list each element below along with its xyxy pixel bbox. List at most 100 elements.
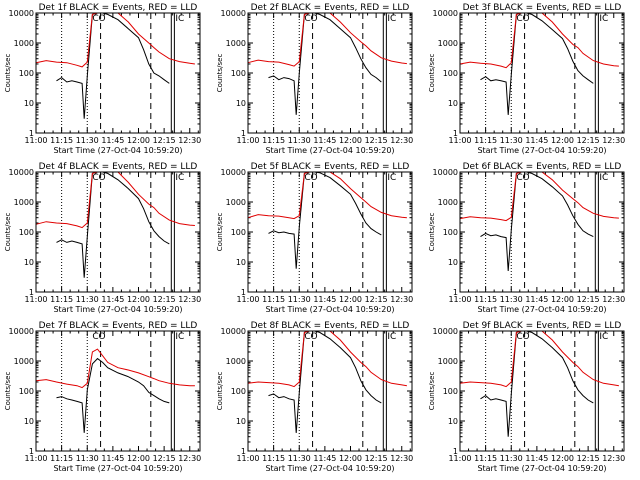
y-tick-label: 10000 [9, 9, 34, 18]
x-axis-label: Start Time (27-Oct-04 10:59:20) [265, 464, 394, 473]
panel-5: Det 5f BLACK = Events, RED = LLD 1 10 100 10… [216, 162, 413, 314]
x-tick-label: 11:15 [50, 295, 73, 304]
x-tick-label: 11:00 [236, 136, 259, 145]
marker-letter-c: C [92, 173, 98, 183]
x-tick-label: 12:15 [153, 295, 176, 304]
panel-2: Det 2f BLACK = Events, RED = LLD 1 10 100 10… [216, 3, 413, 155]
y-axis-label: Counts/sec [428, 213, 436, 252]
panel-9: Det 9f BLACK = Events, RED = LLD 1 10 100 10… [428, 321, 625, 473]
marker-letter-ic: IC [175, 14, 184, 24]
x-tick-label: 12:00 [127, 295, 150, 304]
x-tick-label: 11:45 [101, 295, 124, 304]
y-axis-label: Counts/sec [4, 54, 12, 93]
x-tick-label: 11:15 [474, 136, 497, 145]
marker-letter-ic: IC [175, 173, 184, 183]
x-tick-label: 11:00 [24, 454, 47, 463]
marker-letter-o: O [311, 14, 318, 24]
marker-letter-ic: IC [599, 14, 608, 24]
y-tick-label: 10 [236, 99, 246, 108]
panel-title: Det 8f BLACK = Events, RED = LLD [251, 321, 410, 331]
x-tick-label: 11:30 [288, 136, 311, 145]
marker-letter-c: C [516, 14, 522, 24]
x-tick-label: 11:15 [262, 454, 285, 463]
x-tick-label: 12:00 [339, 295, 362, 304]
x-tick-label: 12:00 [339, 454, 362, 463]
y-tick-label: 100 [231, 69, 246, 78]
x-axis-label: Start Time (27-Oct-04 10:59:20) [265, 305, 394, 314]
x-tick-label: 12:00 [551, 454, 574, 463]
x-tick-label: 11:45 [525, 295, 548, 304]
x-tick-label: 11:00 [24, 136, 47, 145]
y-tick-label: 10000 [433, 9, 458, 18]
plot-frame [247, 330, 413, 452]
y-tick-label: 1 [453, 288, 458, 297]
panel-title: Det 4f BLACK = Events, RED = LLD [39, 162, 198, 172]
marker-letter-c: C [304, 173, 310, 183]
y-tick-label: 10000 [221, 9, 246, 18]
y-axis-label: Counts/sec [216, 213, 224, 252]
plot-frame [459, 171, 625, 293]
x-tick-label: 11:15 [474, 454, 497, 463]
plot-frame [35, 12, 201, 134]
x-tick-label: 11:00 [236, 295, 259, 304]
panel-title: Det 5f BLACK = Events, RED = LLD [251, 162, 410, 172]
plot-frame [35, 330, 201, 452]
x-axis-label: Start Time (27-Oct-04 10:59:20) [477, 464, 606, 473]
x-tick-label: 12:30 [602, 295, 625, 304]
x-tick-label: 12:15 [153, 454, 176, 463]
plot-frame [247, 12, 413, 134]
plot-frame [459, 12, 625, 134]
y-tick-label: 10 [236, 258, 246, 267]
marker-letter-o: O [99, 14, 106, 24]
y-tick-label: 100 [443, 387, 458, 396]
plot-frame [459, 330, 625, 452]
panel-title: Det 9f BLACK = Events, RED = LLD [463, 321, 622, 331]
y-tick-label: 1000 [226, 357, 246, 366]
plot-frame [247, 171, 413, 293]
panel-title: Det 3f BLACK = Events, RED = LLD [463, 3, 622, 13]
y-tick-label: 10 [24, 99, 34, 108]
x-tick-label: 12:15 [577, 295, 600, 304]
x-tick-label: 11:00 [236, 454, 259, 463]
y-tick-label: 1000 [14, 357, 34, 366]
x-tick-label: 11:30 [288, 295, 311, 304]
marker-letter-ic: IC [599, 332, 608, 342]
marker-letter-c: C [304, 332, 310, 342]
y-axis-label: Counts/sec [4, 213, 12, 252]
y-tick-label: 1000 [14, 198, 34, 207]
marker-letter-c: C [304, 14, 310, 24]
y-tick-label: 1 [453, 129, 458, 138]
y-tick-label: 10000 [221, 168, 246, 177]
x-tick-label: 11:15 [474, 295, 497, 304]
marker-letter-o: O [99, 173, 106, 183]
y-axis-label: Counts/sec [216, 372, 224, 411]
y-tick-label: 1000 [438, 198, 458, 207]
x-tick-label: 11:15 [50, 136, 73, 145]
y-tick-label: 1000 [438, 39, 458, 48]
y-tick-label: 10 [448, 417, 458, 426]
x-tick-label: 12:30 [390, 136, 413, 145]
y-tick-label: 10000 [9, 327, 34, 336]
x-tick-label: 12:15 [577, 454, 600, 463]
events-series-line [268, 330, 382, 433]
y-tick-label: 1000 [226, 198, 246, 207]
y-tick-label: 100 [443, 69, 458, 78]
panel-6: Det 6f BLACK = Events, RED = LLD 1 10 100 10… [428, 162, 625, 314]
x-tick-label: 12:30 [178, 454, 201, 463]
y-tick-label: 100 [19, 387, 34, 396]
y-tick-label: 1000 [226, 39, 246, 48]
y-tick-label: 100 [19, 228, 34, 237]
panel-title: Det 7f BLACK = Events, RED = LLD [39, 321, 198, 331]
marker-letter-c: C [92, 332, 98, 342]
marker-letter-o: O [523, 332, 530, 342]
x-tick-label: 12:30 [602, 454, 625, 463]
marker-letter-ic: IC [599, 173, 608, 183]
x-tick-label: 11:30 [500, 295, 523, 304]
x-axis-label: Start Time (27-Oct-04 10:59:20) [53, 305, 182, 314]
panel-title: Det 1f BLACK = Events, RED = LLD [39, 3, 198, 13]
marker-letter-o: O [99, 332, 106, 342]
y-tick-label: 10 [448, 99, 458, 108]
lld-series-line [35, 348, 195, 389]
x-tick-label: 11:30 [76, 454, 99, 463]
x-tick-label: 11:00 [448, 136, 471, 145]
